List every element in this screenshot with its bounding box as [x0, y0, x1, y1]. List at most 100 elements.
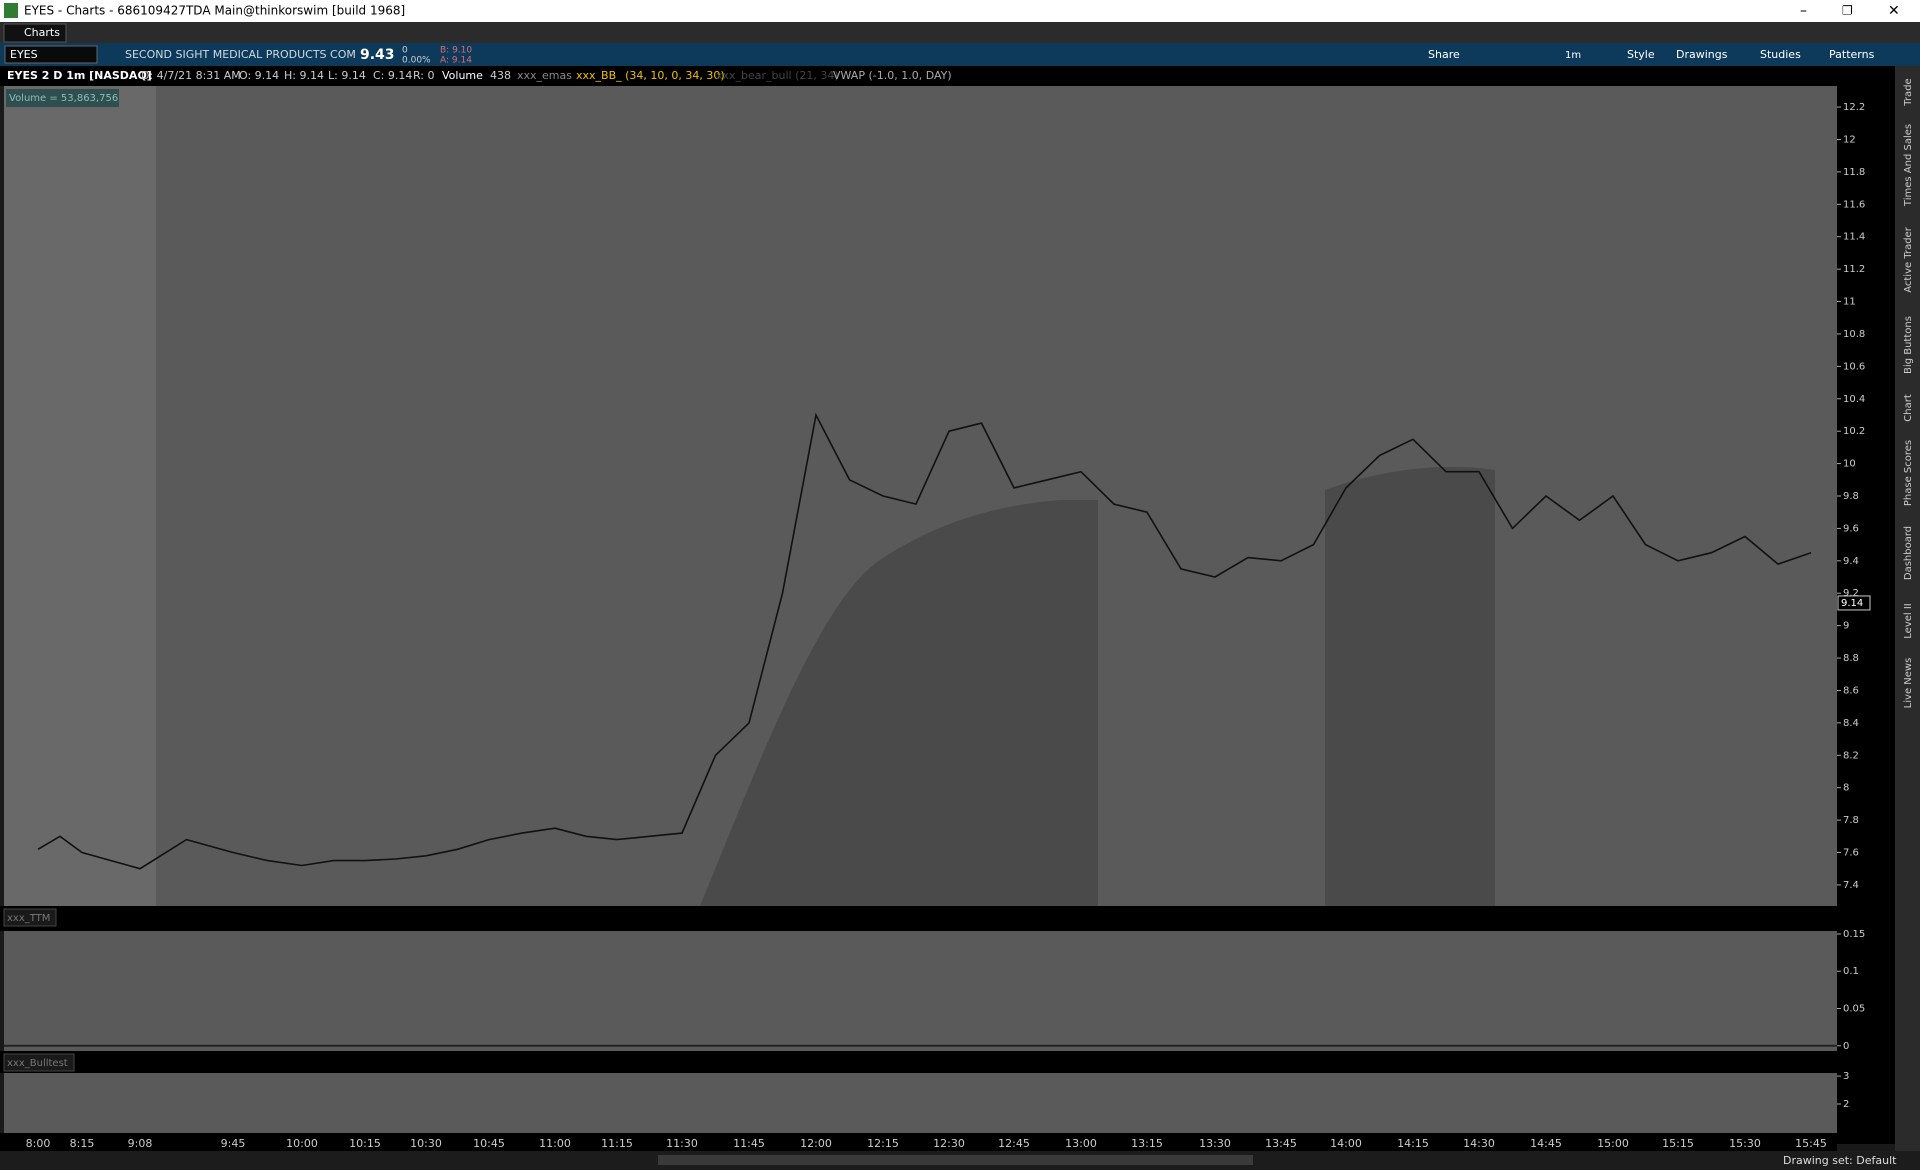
x-tick-label: 12:30 — [933, 1137, 965, 1150]
side-tab[interactable]: Trade — [1903, 78, 1914, 106]
y-tick-label: 10.4 — [1843, 394, 1865, 405]
ttm-header — [0, 906, 1837, 931]
y-tick-label: 7.4 — [1843, 880, 1859, 891]
y-tick-label: 3 — [1843, 1071, 1849, 1082]
side-tab[interactable]: Active Trader — [1903, 226, 1914, 292]
x-tick-label: 10:15 — [349, 1137, 381, 1150]
info-item: 438 — [490, 69, 511, 82]
y-tick-label: 8.8 — [1843, 653, 1859, 664]
bull-label: xxx_Bulltest — [7, 1058, 68, 1069]
x-tick-label: 15:15 — [1662, 1137, 1694, 1150]
y-tick-label: 11.4 — [1843, 232, 1865, 243]
info-item: L: 9.14 — [328, 69, 366, 82]
company: SECOND SIGHT MEDICAL PRODUCTS COM — [125, 48, 356, 61]
x-tick-label: 11:00 — [539, 1137, 571, 1150]
x-tick-label: 13:45 — [1265, 1137, 1297, 1150]
y-tick-label: 10.8 — [1843, 329, 1865, 340]
y-tick-label: 7.6 — [1843, 848, 1859, 859]
last-price-label: 9.14 — [1841, 598, 1863, 609]
x-tick-label: 14:00 — [1330, 1137, 1362, 1150]
symbol[interactable]: EYES — [10, 48, 38, 61]
y-tick-label: 11.8 — [1843, 167, 1865, 178]
y-tick-label: 8.4 — [1843, 718, 1859, 729]
x-tick-label: 15:30 — [1729, 1137, 1761, 1150]
info-item: R: 0 — [413, 69, 435, 82]
y-tick-label: 9 — [1843, 621, 1849, 632]
toolbar-button[interactable]: Studies — [1760, 48, 1801, 61]
x-tick-label: 11:15 — [601, 1137, 633, 1150]
y-tick-label: 8.6 — [1843, 685, 1859, 696]
side-tab[interactable]: Level II — [1903, 603, 1914, 638]
x-tick-label: 12:00 — [800, 1137, 832, 1150]
y-tick-label: 7.8 — [1843, 815, 1859, 826]
scrollbar[interactable] — [658, 1155, 1253, 1165]
ask: A: 9.14 — [440, 56, 472, 66]
price-line — [37, 412, 1812, 870]
ttm-pane — [4, 931, 1837, 1051]
x-tick-label: 11:30 — [666, 1137, 698, 1150]
side-tab[interactable]: Chart — [1903, 394, 1914, 422]
close[interactable]: ✕ — [1888, 3, 1900, 19]
toolbar-button[interactable]: Drawings — [1676, 48, 1728, 61]
app-icon — [4, 3, 18, 18]
bull-header — [0, 1051, 1837, 1073]
y-tick-label: 0 — [1843, 1041, 1849, 1052]
y-tick-label: 9.2 — [1843, 588, 1859, 599]
side-tab[interactable]: Big Buttons — [1903, 316, 1914, 374]
x-tick-label: 8:15 — [70, 1137, 95, 1150]
info-bar — [0, 66, 1837, 86]
window-title: EYES - Charts - 686109427TDA Main@thinko… — [24, 4, 405, 18]
bid: B: 9.10 — [440, 46, 472, 56]
x-tick-label: 9:45 — [221, 1137, 246, 1150]
charts-tab[interactable] — [3, 23, 67, 43]
info-item: C: 9.14 — [373, 69, 412, 82]
y-tick-label: 9.8 — [1843, 491, 1859, 502]
y-tick-label: 10 — [1843, 459, 1856, 470]
x-tick-label: 13:00 — [1065, 1137, 1097, 1150]
toolbar-button[interactable]: Patterns — [1829, 48, 1875, 61]
info-item: xxx_BB_ (34, 10, 0, 34, 30) — [576, 69, 725, 82]
info-item: Volume — [442, 69, 483, 82]
x-tick-label: 13:15 — [1131, 1137, 1163, 1150]
y-tick-label: 9.6 — [1843, 523, 1859, 534]
title-bar — [0, 0, 1920, 22]
info-item: xxx_emas — [517, 69, 572, 82]
side-tab[interactable]: Phase Scores — [1903, 440, 1914, 506]
info-item: O: 9.14 — [239, 69, 279, 82]
minimize[interactable]: – — [1800, 3, 1807, 19]
volume-label-box — [6, 89, 119, 107]
y-tick-label: 12 — [1843, 134, 1856, 145]
side-tab[interactable]: Dashboard — [1903, 526, 1914, 580]
x-tick-label: 10:30 — [410, 1137, 442, 1150]
y-tick-label: 12.2 — [1843, 102, 1865, 113]
toolbar-button[interactable]: Style — [1627, 48, 1655, 61]
volume-label: Volume = 53,863,756 — [9, 93, 118, 104]
y-tick-label: 11.6 — [1843, 199, 1865, 210]
y-tick-label: 0.1 — [1843, 966, 1859, 977]
aggregation[interactable]: 1m — [1565, 50, 1581, 61]
side-tab[interactable]: Live News — [1903, 658, 1914, 709]
symbol-box[interactable] — [4, 45, 98, 64]
bull-label-box — [3, 1053, 75, 1072]
last-price: 9.43 — [360, 47, 395, 63]
toolbar-button[interactable]: Share — [1428, 48, 1460, 61]
side-strip — [1895, 66, 1920, 1170]
x-tick-label: 10:45 — [473, 1137, 505, 1150]
bull-pane — [4, 1073, 1837, 1133]
x-tick-label: 9:08 — [128, 1137, 153, 1150]
info-item: EYES 2 D 1m [NASDAQ] — [7, 69, 152, 82]
side-tab[interactable]: Times And Sales — [1903, 124, 1914, 207]
info-item: D: 4/7/21 8:31 AM — [141, 69, 241, 82]
y-tick-label: 11 — [1843, 297, 1856, 308]
charts-tab-label[interactable]: Charts — [24, 26, 60, 39]
x-tick-label: 15:00 — [1597, 1137, 1629, 1150]
y-tick-label: 0.05 — [1843, 1004, 1865, 1015]
info-item: H: 9.14 — [284, 69, 324, 82]
ttm-label-box — [3, 908, 57, 927]
restore[interactable]: ❐ — [1842, 4, 1853, 18]
status: Drawing set: Default — [1783, 1154, 1897, 1167]
y-tick-label: 8 — [1843, 783, 1849, 794]
y-tick-label: 10.2 — [1843, 426, 1865, 437]
